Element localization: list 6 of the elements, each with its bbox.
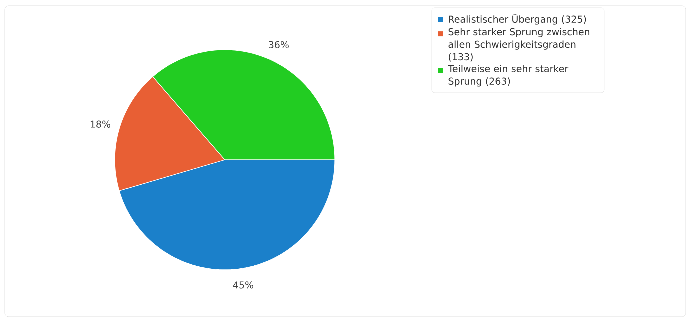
legend-label: Sehr starker Sprung zwischen allen Schwierigkeitsgraden (133): [448, 28, 590, 62]
data-label: 18%: [90, 120, 110, 128]
data-label: 45%: [233, 282, 254, 289]
data-label: 36%: [269, 41, 289, 49]
legend-label: Teilweise ein sehr starker Sprung (263): [448, 65, 569, 87]
legend-label: Realistischer Übergang (325): [449, 14, 586, 25]
